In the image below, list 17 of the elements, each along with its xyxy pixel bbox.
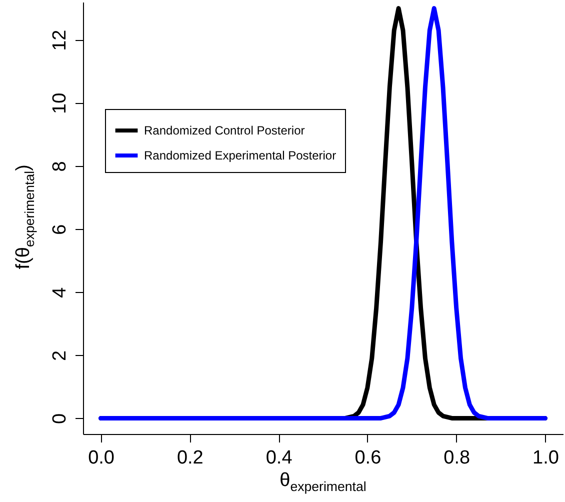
line-series [98, 6, 548, 420]
x-tick-label: 0.2 [176, 448, 204, 468]
legend-label: Randomized Experimental Posterior [144, 148, 336, 162]
y-tick-label: 2 [50, 350, 70, 361]
y-tick-label: 12 [50, 30, 70, 51]
y-tick-label: 4 [50, 286, 70, 298]
y-tick-label: 8 [50, 161, 70, 172]
y-tick-label: 0 [50, 413, 70, 424]
x-tick-label: 0.4 [266, 448, 293, 468]
y-tick-label: 10 [50, 92, 70, 114]
x-axis-title: θ$_{experimental}$ [278, 470, 368, 494]
y-tick-label: 6 [50, 224, 70, 235]
x-tick-label: 1.0 [532, 448, 559, 468]
legend-label: Randomized Control Posterior [144, 124, 305, 138]
x-tick-label: 0.8 [444, 448, 470, 468]
x-tick-label: 0.6 [354, 448, 382, 468]
x-tick-label: 0.0 [88, 448, 114, 468]
